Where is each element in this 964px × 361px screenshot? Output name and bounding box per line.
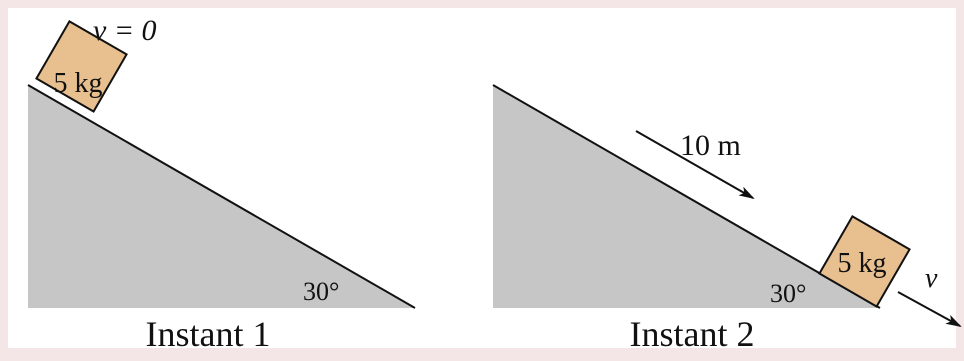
block-1 [35, 19, 128, 113]
distance-arrow [635, 130, 755, 199]
incline-1-slope [27, 84, 416, 309]
instant-2-caption: Instant 2 [630, 314, 755, 354]
distance-label: 10 m [680, 129, 741, 162]
block-1-label: 5 kg [54, 68, 103, 99]
velocity-1-label: v = 0 [93, 14, 157, 47]
incline-2-slope [492, 84, 881, 309]
block-2-label: 5 kg [838, 248, 887, 279]
instant-1-caption: Instant 1 [146, 314, 271, 354]
velocity-arrow [897, 291, 962, 327]
angle-2-label: 30° [770, 279, 806, 308]
instant-2-panel: 5 kg 10 m v 30° Instant 2 [492, 84, 962, 354]
instant-1-panel: 5 kg v = 0 30° Instant 1 [27, 14, 416, 354]
angle-1-label: 30° [303, 277, 339, 306]
velocity-2-label: v [925, 263, 938, 294]
block-2 [818, 214, 911, 308]
